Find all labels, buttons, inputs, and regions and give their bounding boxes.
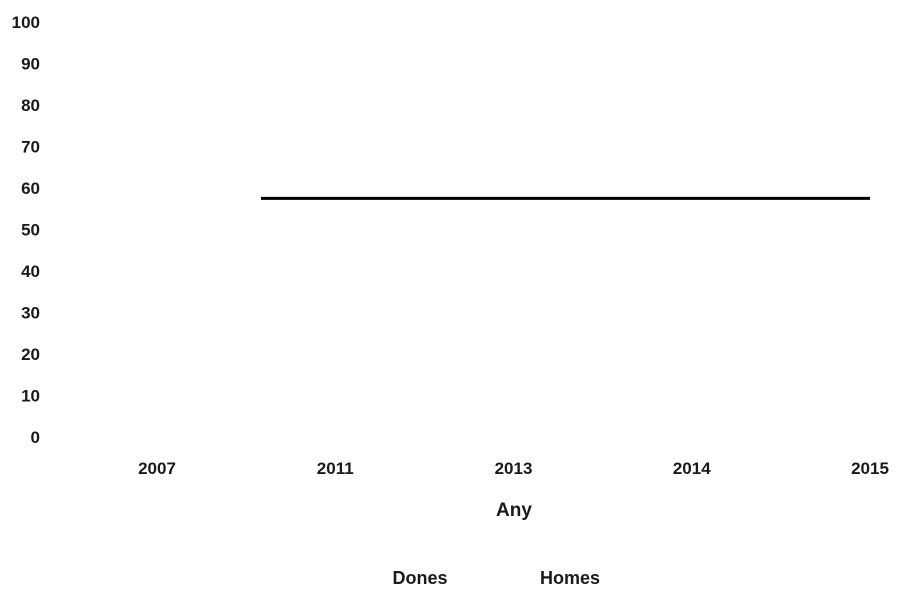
x-tick-label: 2014 xyxy=(673,459,711,478)
x-tick-label: 2015 xyxy=(851,459,889,478)
y-axis-ticks: 0 10 20 30 40 50 60 70 80 90 100 xyxy=(12,13,40,447)
x-tick-label: 2011 xyxy=(317,459,354,478)
legend-label-dones: Dones xyxy=(392,568,447,588)
y-tick-label: 20 xyxy=(21,345,40,364)
y-tick-label: 10 xyxy=(21,387,40,406)
y-tick-label: 60 xyxy=(21,179,40,198)
x-tick-label: 2013 xyxy=(495,459,533,478)
y-tick-label: 30 xyxy=(21,304,40,323)
legend: Dones Homes xyxy=(392,568,600,588)
legend-label-homes: Homes xyxy=(540,568,600,588)
y-tick-label: 90 xyxy=(21,55,40,74)
x-tick-label: 2007 xyxy=(138,459,176,478)
y-tick-label: 70 xyxy=(21,138,40,157)
x-axis-title: Any xyxy=(496,500,532,521)
y-tick-label: 50 xyxy=(21,221,40,240)
y-tick-label: 100 xyxy=(12,13,40,32)
y-tick-label: 80 xyxy=(21,96,40,115)
y-tick-label: 40 xyxy=(21,262,40,281)
x-axis-ticks: 2007 2011 2013 2014 2015 xyxy=(138,459,889,478)
y-tick-label: 0 xyxy=(31,428,40,447)
